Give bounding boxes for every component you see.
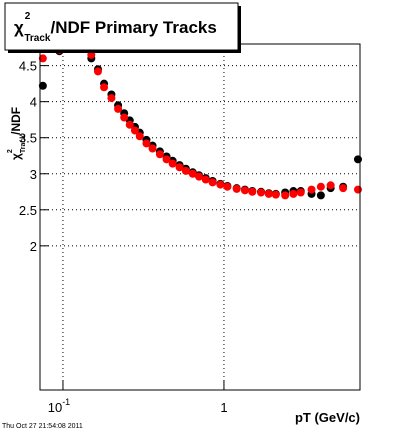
point	[168, 159, 177, 168]
x-tick-base: 1	[220, 400, 227, 415]
y-axis-label: χ2 Track/NDF	[7, 107, 27, 160]
y-tick-label: 2	[30, 239, 37, 254]
point	[289, 189, 298, 198]
point	[148, 144, 157, 153]
x-tick-exponent: -1	[62, 397, 70, 407]
y-label-symbol: χ	[9, 153, 23, 160]
point	[100, 83, 109, 92]
point	[316, 182, 325, 191]
point	[188, 169, 197, 178]
point	[248, 187, 257, 196]
title-box	[4, 2, 239, 51]
point	[38, 54, 47, 63]
x-tick-label: 1	[220, 400, 227, 415]
y-tick-label: 4	[30, 95, 37, 110]
title-sub: Track	[24, 33, 51, 44]
point	[353, 185, 362, 194]
x-tick-label: 10-1	[48, 397, 70, 415]
point	[257, 188, 266, 197]
point	[142, 139, 151, 148]
point	[135, 132, 144, 141]
point	[240, 186, 249, 195]
point	[326, 181, 335, 190]
point	[264, 189, 273, 198]
point	[155, 150, 164, 159]
point	[316, 191, 325, 200]
title-text: /NDF Primary Tracks	[51, 18, 217, 37]
point	[281, 191, 290, 200]
point	[307, 185, 316, 194]
point	[162, 155, 171, 164]
point	[216, 180, 225, 189]
point	[114, 104, 123, 113]
x-tick-base: 10	[48, 400, 62, 415]
point	[353, 155, 362, 164]
point	[93, 67, 102, 76]
point	[195, 172, 204, 181]
y-tick-label: 3	[30, 167, 37, 182]
plot-area: 2 2.5 3 3.5 4 4.5 10-1 1	[19, 44, 362, 415]
point	[296, 188, 305, 197]
point	[130, 126, 139, 135]
point	[181, 166, 190, 175]
point	[208, 178, 217, 187]
point	[232, 184, 241, 193]
title-symbol: χ	[14, 18, 24, 37]
point	[120, 113, 129, 122]
point	[223, 182, 232, 191]
point	[339, 184, 348, 193]
y-tick-label: 2.5	[19, 203, 37, 218]
y-label-sup: 2	[7, 149, 14, 153]
point	[107, 94, 116, 103]
footer: Thu Oct 27 21:54:08 2011	[2, 423, 83, 430]
y-tick-label: 3.5	[19, 131, 37, 146]
title-sup: 2	[25, 11, 31, 22]
point	[175, 163, 184, 172]
point	[201, 175, 210, 184]
point	[125, 120, 134, 129]
y-label-sub: Track	[20, 135, 27, 153]
point	[38, 81, 47, 90]
x-axis-label: pT (GeV/c)	[295, 410, 360, 425]
y-label-text: /NDF	[9, 107, 23, 135]
y-tick-label: 4.5	[19, 59, 37, 74]
chart-title: χ2 Track/NDF Primary Tracks	[14, 11, 217, 44]
point	[271, 190, 280, 199]
